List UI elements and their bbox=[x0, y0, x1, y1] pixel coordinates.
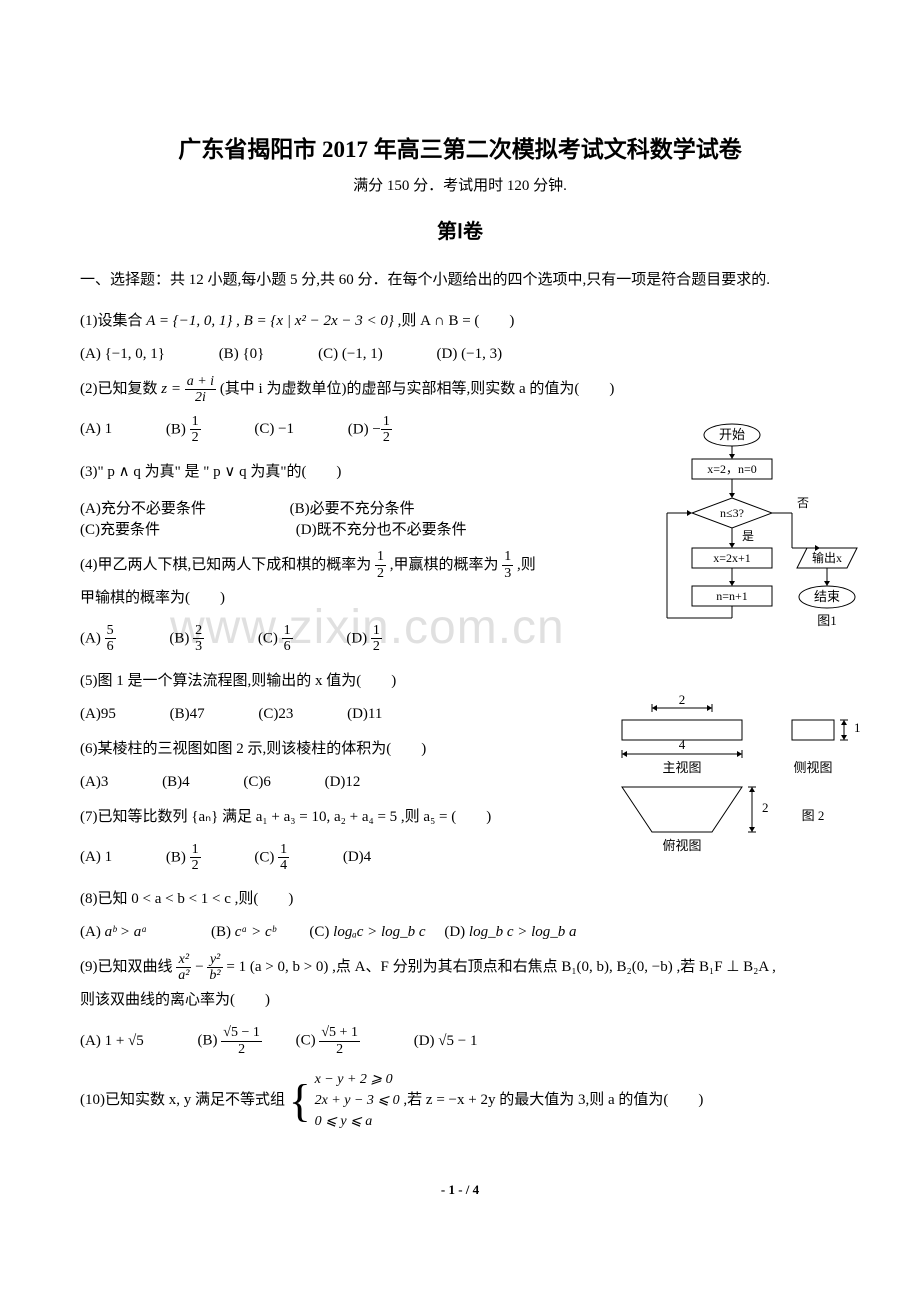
q1-tail: ,则 A ∩ B = ( ) bbox=[398, 313, 515, 329]
flow-no: 否 bbox=[797, 496, 809, 510]
q2-opt-b: (B) 12 bbox=[166, 414, 201, 446]
q7-opt-c: (C) 14 bbox=[254, 842, 289, 874]
page-title: 广东省揭阳市 2017 年高三第二次模拟考试文科数学试卷 bbox=[80, 130, 840, 164]
q3-opt-b: (B)必要不充分条件 bbox=[290, 497, 415, 518]
q2-mid: (其中 i 为虚数单位)的虚部与实部相等,则实数 a 的值为( ) bbox=[220, 381, 615, 397]
flow-start: 开始 bbox=[719, 427, 745, 442]
q7-opt-b: (B) 12 bbox=[166, 842, 201, 874]
instruction: 一、选择题：共 12 小题,每小题 5 分,共 60 分．在每个小题给出的四个选… bbox=[80, 268, 840, 289]
q2-opt-d: (D) −12 bbox=[348, 414, 392, 446]
question-1: (1)设集合 A = {−1, 0, 1} , B = {x | x² − 2x… bbox=[80, 305, 840, 338]
q6-opt-c: (C)6 bbox=[243, 774, 271, 791]
question-9: (9)已知双曲线 x²a² − y²b² = 1 (a > 0, b > 0) … bbox=[80, 951, 840, 1017]
q6-options: (A)3 (B)4 (C)6 (D)12 bbox=[80, 774, 620, 791]
q1-opt-b: (B) {0} bbox=[219, 346, 265, 363]
q1-options: (A) {−1, 0, 1} (B) {0} (C) (−1, 1) (D) (… bbox=[80, 346, 840, 363]
q5-opt-d: (D)11 bbox=[347, 706, 382, 723]
flow-yes: 是 bbox=[742, 529, 754, 543]
q9-opt-c: (C) √5 + 12 bbox=[296, 1025, 360, 1057]
section-header: 第Ⅰ卷 bbox=[80, 215, 840, 244]
q7-opt-a: (A) 1 bbox=[80, 849, 112, 866]
q1-opt-d: (D) (−1, 3) bbox=[437, 346, 503, 363]
three-view-figure-2: 2 4 主视图 1 侧视图 2 俯视图 图 2 bbox=[602, 692, 862, 872]
q5-opt-a: (A)95 bbox=[80, 706, 116, 723]
q5-opt-b: (B)47 bbox=[170, 706, 205, 723]
question-8: (8)已知 0 < a < b < 1 < c ,则( ) bbox=[80, 883, 840, 916]
q4-opt-a: (A) 56 bbox=[80, 623, 116, 655]
q1-opt-a: (A) {−1, 0, 1} bbox=[80, 346, 165, 363]
q3-opt-d: (D)既不充分也不必要条件 bbox=[296, 518, 467, 539]
q9-opt-b: (B) √5 − 12 bbox=[198, 1025, 262, 1057]
q1-opt-c: (C) (−1, 1) bbox=[318, 346, 383, 363]
subtitle: 满分 150 分．考试用时 120 分钟. bbox=[80, 174, 840, 195]
q5-options: (A)95 (B)47 (C)23 (D)11 bbox=[80, 706, 620, 723]
q8-options: (A) aᵇ > aᵃ (B) cᵃ > cᵇ (C) logₐc > log_… bbox=[80, 924, 840, 941]
question-3: (3)" p ∧ q 为真" 是 " p ∨ q 为真"的( ) bbox=[80, 456, 620, 489]
q2-text: (2)已知复数 bbox=[80, 381, 161, 397]
q7-options: (A) 1 (B) 12 (C) 14 (D)4 bbox=[80, 842, 620, 874]
question-7: (7)已知等比数列 {aₙ} 满足 a₁ + a₃ = 10, a₂ + a₄ … bbox=[80, 801, 620, 834]
q4-opt-d: (D) 12 bbox=[346, 623, 382, 655]
q4-opt-c: (C) 16 bbox=[258, 623, 293, 655]
flow-caption: 图1 bbox=[817, 613, 837, 628]
q6-opt-a: (A)3 bbox=[80, 774, 108, 791]
q9-opt-a: (A) 1 + √5 bbox=[80, 1033, 144, 1050]
q7-opt-d: (D)4 bbox=[343, 849, 371, 866]
q5-opt-c: (C)23 bbox=[258, 706, 293, 723]
view-main-label: 主视图 bbox=[662, 760, 701, 775]
question-2: (2)已知复数 z = a + i 2i (其中 i 为虚数单位)的虚部与实部相… bbox=[80, 373, 840, 406]
flow-end: 结束 bbox=[814, 589, 840, 604]
question-5: (5)图 1 是一个算法流程图,则输出的 x 值为( ) bbox=[80, 665, 620, 698]
view-top-dim: 2 bbox=[679, 692, 686, 707]
q6-opt-b: (B)4 bbox=[162, 774, 190, 791]
q2-opt-c: (C) −1 bbox=[254, 421, 294, 438]
q2-opt-a: (A) 1 bbox=[80, 421, 112, 438]
q4-options: (A) 56 (B) 23 (C) 16 (D) 12 bbox=[80, 623, 620, 655]
view-trap-dim: 2 bbox=[762, 800, 769, 815]
view-bottom-dim: 4 bbox=[679, 737, 686, 752]
q9-opt-d: (D) √5 − 1 bbox=[414, 1033, 478, 1050]
flow-init: x=2，n=0 bbox=[707, 462, 757, 476]
q6-opt-d: (D)12 bbox=[325, 774, 361, 791]
q3-opt-c: (C)充要条件 bbox=[80, 518, 160, 539]
q3-options: (A)充分不必要条件 (B)必要不充分条件 (C)充要条件 (D)既不充分也不必… bbox=[80, 497, 620, 539]
three-view-svg: 2 4 主视图 1 侧视图 2 俯视图 图 2 bbox=[602, 692, 862, 867]
question-10: (10)已知实数 x, y 满足不等式组 { x − y + 2 ⩾ 0 2x … bbox=[80, 1069, 840, 1132]
view-top-label: 俯视图 bbox=[662, 838, 701, 853]
q8-opt-a: (A) aᵇ > aᵃ bbox=[80, 924, 147, 941]
q8-opt-d: (D) log_b c > log_b a bbox=[444, 924, 576, 941]
q8-opt-b: (B) cᵃ > cᵇ bbox=[211, 924, 276, 941]
flowchart-figure-1: 开始 x=2，n=0 n≤3? 是 否 x=2x+1 n=n+1 输出x 结束 … bbox=[632, 423, 862, 693]
q1-text: (1)设集合 bbox=[80, 313, 146, 329]
question-6: (6)某棱柱的三视图如图 2 示,则该棱柱的体积为( ) bbox=[80, 733, 620, 766]
page-number: - 1 - / 4 bbox=[80, 1182, 840, 1198]
q1-formula: A = {−1, 0, 1} , B = {x | x² − 2x − 3 < … bbox=[146, 313, 394, 329]
q3-opt-a: (A)充分不必要条件 bbox=[80, 497, 206, 518]
view-side-dim: 1 bbox=[854, 720, 861, 735]
q2-fraction: a + i 2i bbox=[185, 374, 216, 406]
q2-options: (A) 1 (B) 12 (C) −1 (D) −12 bbox=[80, 414, 620, 446]
q9-options: (A) 1 + √5 (B) √5 − 12 (C) √5 + 12 (D) √… bbox=[80, 1025, 840, 1057]
question-4: (4)甲乙两人下棋,已知两人下成和棋的概率为 12 ,甲赢棋的概率为 13 ,则… bbox=[80, 549, 620, 615]
flowchart-svg: 开始 x=2，n=0 n≤3? 是 否 x=2x+1 n=n+1 输出x 结束 … bbox=[632, 423, 862, 688]
view-side-label: 侧视图 bbox=[793, 760, 832, 775]
flow-out: 输出x bbox=[812, 550, 842, 565]
view-caption: 图 2 bbox=[802, 808, 825, 823]
flow-inc: n=n+1 bbox=[716, 589, 748, 603]
flow-step: x=2x+1 bbox=[713, 551, 751, 565]
q8-opt-c: (C) logₐc > log_b c bbox=[309, 924, 425, 941]
q4-opt-b: (B) 23 bbox=[169, 623, 204, 655]
flow-cond: n≤3? bbox=[720, 506, 744, 520]
